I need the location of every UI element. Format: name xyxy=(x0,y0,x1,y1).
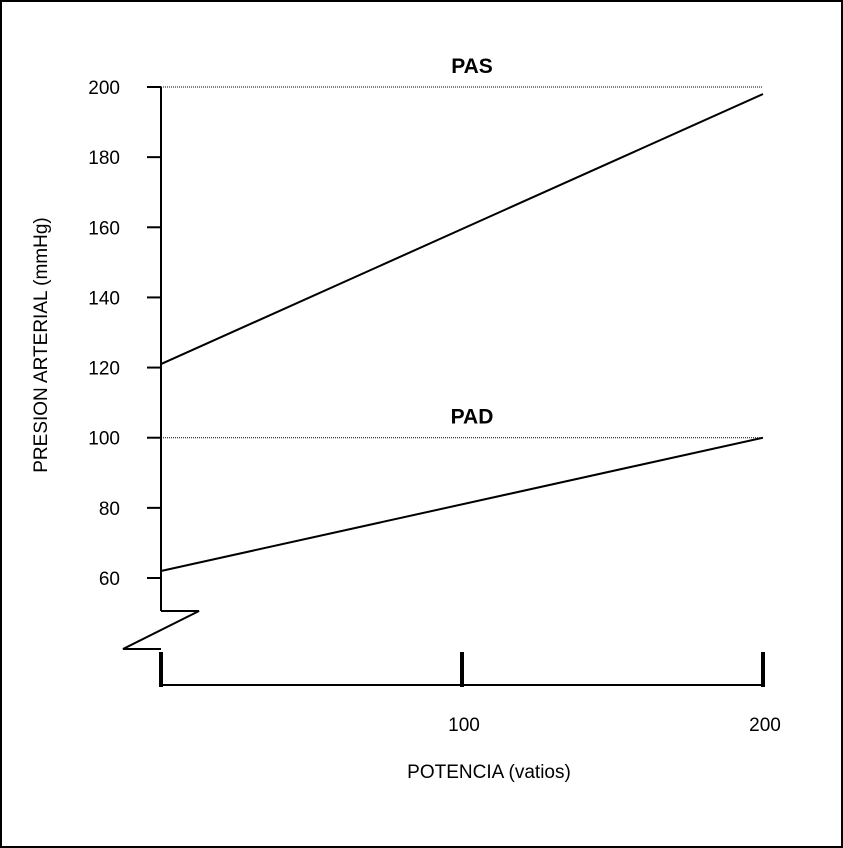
series-line-pad xyxy=(160,436,764,572)
y-tick-label: 140 xyxy=(88,288,120,309)
series-lines xyxy=(160,93,764,572)
series-line-pas xyxy=(160,93,764,365)
y-axis-break xyxy=(122,610,200,650)
y-tick-label: 60 xyxy=(99,569,120,590)
x-axis-title: POTENCIA (vatios) xyxy=(407,762,571,783)
y-tick-label: 200 xyxy=(88,78,120,99)
reference-lines xyxy=(161,86,763,439)
y-tick-label: 160 xyxy=(88,218,120,239)
x-tick-label: 200 xyxy=(749,715,781,736)
series-label-pas: PAS xyxy=(451,55,493,78)
y-tick-label: 120 xyxy=(88,359,120,380)
y-tick-label: 180 xyxy=(88,148,120,169)
y-tick-label: 80 xyxy=(99,499,120,520)
labels: 60 80 100 120 140 160 180 200 100 200 PAS PAD xyxy=(88,55,781,736)
axes xyxy=(122,86,765,687)
y-tick-label: 100 xyxy=(88,429,120,450)
series-label-pad: PAD xyxy=(451,406,494,429)
y-axis-title: PRESION ARTERIAL (mmHg) xyxy=(31,217,52,473)
x-tick-label: 100 xyxy=(448,715,480,736)
